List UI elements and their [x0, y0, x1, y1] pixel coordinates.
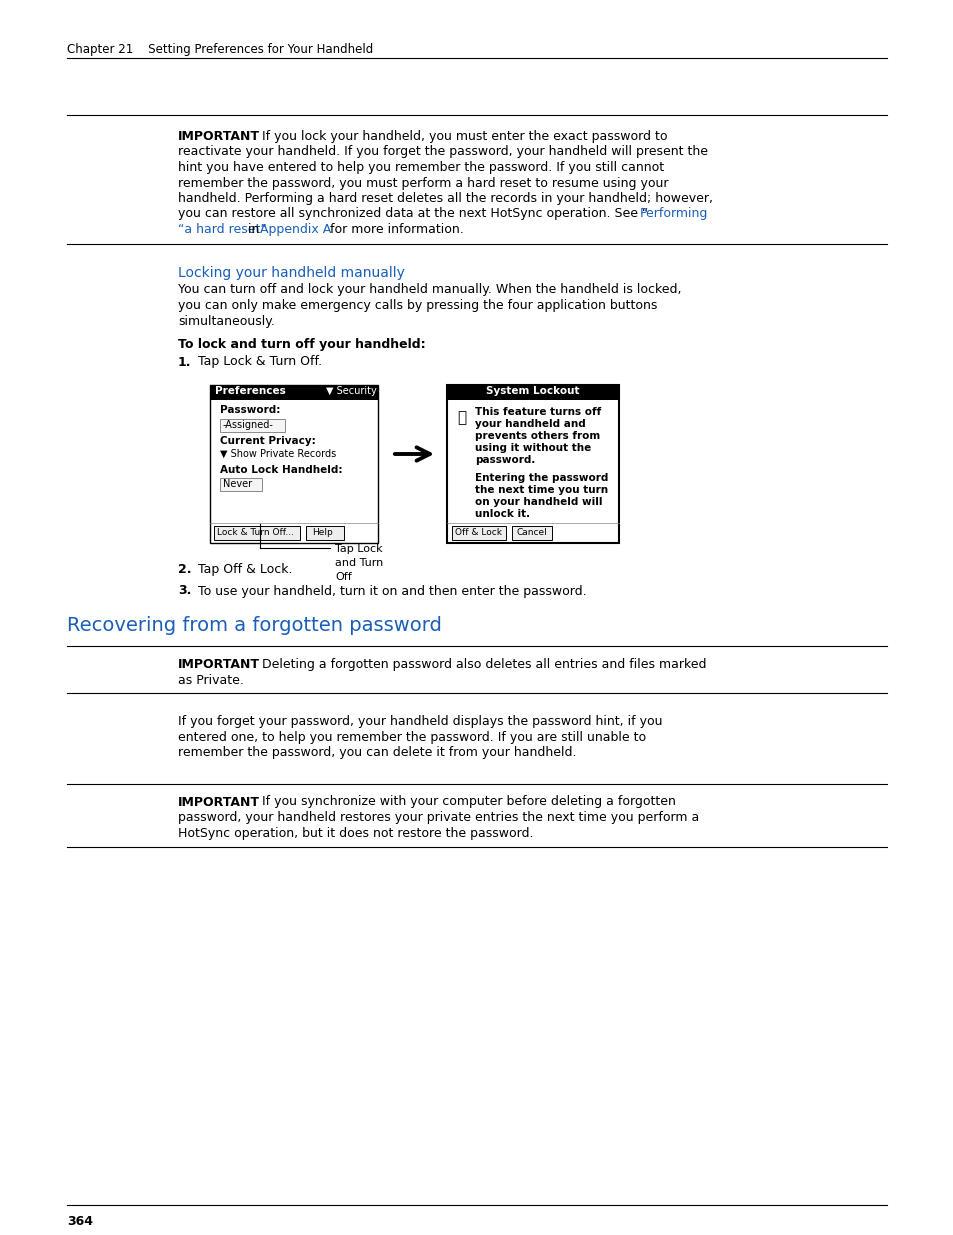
- Text: in: in: [244, 224, 263, 236]
- Text: Never: Never: [223, 479, 252, 489]
- Text: Recovering from a forgotten password: Recovering from a forgotten password: [67, 616, 441, 635]
- Text: Current Privacy:: Current Privacy:: [220, 436, 315, 446]
- Text: IMPORTANT: IMPORTANT: [178, 130, 260, 143]
- Text: you can restore all synchronized data at the next HotSync operation. See “: you can restore all synchronized data at…: [178, 207, 648, 221]
- Text: on your handheld will: on your handheld will: [475, 496, 602, 508]
- Text: password.: password.: [475, 454, 535, 466]
- Text: HotSync operation, but it does not restore the password.: HotSync operation, but it does not resto…: [178, 826, 533, 840]
- Text: your handheld and: your handheld and: [475, 419, 585, 429]
- Text: as Private.: as Private.: [178, 673, 244, 687]
- Text: ▼ Show Private Records: ▼ Show Private Records: [220, 450, 335, 459]
- Text: 3.: 3.: [178, 584, 192, 598]
- Text: Tap Lock: Tap Lock: [335, 543, 382, 555]
- Text: Locking your handheld manually: Locking your handheld manually: [178, 266, 404, 279]
- Text: Entering the password: Entering the password: [475, 473, 608, 483]
- Text: IMPORTANT: IMPORTANT: [178, 658, 260, 671]
- Text: If you synchronize with your computer before deleting a forgotten: If you synchronize with your computer be…: [250, 795, 675, 809]
- Bar: [306, 526, 344, 540]
- Text: Lock & Turn Off...: Lock & Turn Off...: [216, 529, 294, 537]
- Text: If you lock your handheld, you must enter the exact password to: If you lock your handheld, you must ente…: [250, 130, 667, 143]
- Text: hint you have entered to help you remember the password. If you still cannot: hint you have entered to help you rememb…: [178, 161, 663, 174]
- Text: the next time you turn: the next time you turn: [475, 485, 607, 495]
- Text: Password:: Password:: [220, 405, 280, 415]
- Text: Performing: Performing: [639, 207, 708, 221]
- Text: ▼ Security: ▼ Security: [326, 387, 376, 396]
- Text: 2.: 2.: [178, 563, 192, 576]
- Text: This feature turns off: This feature turns off: [475, 408, 600, 417]
- Text: Chapter 21    Setting Preferences for Your Handheld: Chapter 21 Setting Preferences for Your …: [67, 43, 373, 56]
- Text: Help: Help: [312, 529, 333, 537]
- Text: you can only make emergency calls by pressing the four application buttons: you can only make emergency calls by pre…: [178, 299, 657, 312]
- Text: remember the password, you can delete it from your handheld.: remember the password, you can delete it…: [178, 746, 576, 760]
- Bar: [452, 526, 505, 540]
- Text: and Turn: and Turn: [335, 558, 383, 568]
- Text: -Assigned-: -Assigned-: [223, 420, 274, 430]
- Bar: [210, 385, 377, 543]
- Text: Deleting a forgotten password also deletes all entries and files marked: Deleting a forgotten password also delet…: [250, 658, 706, 671]
- Text: password, your handheld restores your private entries the next time you perform : password, your handheld restores your pr…: [178, 811, 699, 824]
- Text: entered one, to help you remember the password. If you are still unable to: entered one, to help you remember the pa…: [178, 730, 645, 743]
- Text: remember the password, you must perform a hard reset to resume using your: remember the password, you must perform …: [178, 177, 668, 189]
- Text: “a hard reset”: “a hard reset”: [178, 224, 267, 236]
- Text: System Lockout: System Lockout: [486, 387, 579, 396]
- Text: If you forget your password, your handheld displays the password hint, if you: If you forget your password, your handhe…: [178, 715, 661, 727]
- Text: Off: Off: [335, 572, 352, 582]
- Text: To lock and turn off your handheld:: To lock and turn off your handheld:: [178, 338, 425, 351]
- Text: Cancel: Cancel: [517, 529, 547, 537]
- Text: 1.: 1.: [178, 356, 192, 368]
- Bar: [447, 385, 618, 543]
- Text: unlock it.: unlock it.: [475, 509, 530, 519]
- Text: for more information.: for more information.: [326, 224, 463, 236]
- Bar: [220, 478, 262, 492]
- Bar: [512, 526, 552, 540]
- Text: Off & Lock: Off & Lock: [455, 529, 501, 537]
- Text: Tap Lock & Turn Off.: Tap Lock & Turn Off.: [198, 356, 322, 368]
- Text: Preferences: Preferences: [214, 387, 286, 396]
- Bar: [220, 419, 285, 432]
- Text: IMPORTANT: IMPORTANT: [178, 795, 260, 809]
- Text: Tap Off & Lock.: Tap Off & Lock.: [198, 563, 293, 576]
- Text: Auto Lock Handheld:: Auto Lock Handheld:: [220, 466, 342, 475]
- Text: You can turn off and lock your handheld manually. When the handheld is locked,: You can turn off and lock your handheld …: [178, 284, 680, 296]
- Text: prevents others from: prevents others from: [475, 431, 599, 441]
- Bar: [447, 385, 618, 400]
- Text: using it without the: using it without the: [475, 443, 591, 453]
- Text: Appendix A: Appendix A: [260, 224, 331, 236]
- Text: 364: 364: [67, 1215, 92, 1228]
- Text: handheld. Performing a hard reset deletes all the records in your handheld; howe: handheld. Performing a hard reset delete…: [178, 191, 712, 205]
- Bar: [213, 526, 299, 540]
- Text: To use your handheld, turn it on and then enter the password.: To use your handheld, turn it on and the…: [198, 584, 586, 598]
- Text: ⓘ: ⓘ: [456, 410, 466, 425]
- Text: simultaneously.: simultaneously.: [178, 315, 274, 327]
- Text: reactivate your handheld. If you forget the password, your handheld will present: reactivate your handheld. If you forget …: [178, 146, 707, 158]
- Bar: [210, 385, 377, 400]
